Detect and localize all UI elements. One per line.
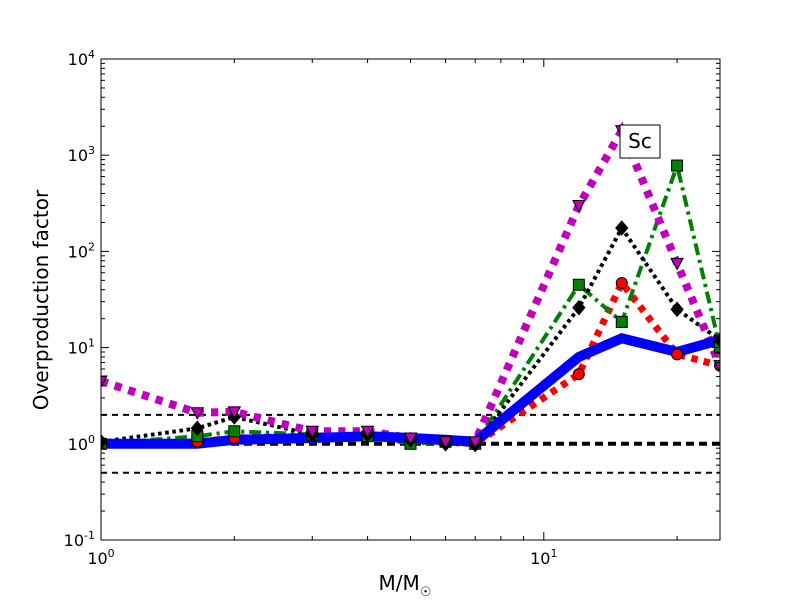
series-1-point-2: [228, 425, 241, 438]
series-2-point-11: [713, 332, 720, 348]
series-2-point-10: [670, 301, 684, 318]
series-0-point-10: [671, 348, 684, 361]
series-3-point-5: [403, 432, 418, 446]
series-2-point-1: [190, 420, 204, 437]
y-tick-label-0: 10-1: [64, 529, 95, 550]
series-2-point-8: [572, 299, 586, 316]
series-3-point-0: [101, 375, 108, 389]
x-axis-label: M/M☉: [379, 571, 432, 600]
series-3-point-4: [360, 425, 375, 439]
series-line-4: [101, 333, 720, 449]
series-2-point-0: [101, 433, 108, 450]
series-2-point-9: [615, 220, 629, 236]
x-tick-label-0: 100: [87, 547, 114, 568]
series-0-point-8: [572, 368, 585, 381]
x-tick-label-1: 101: [530, 547, 557, 568]
series-3-point-2: [227, 406, 242, 419]
series-lines: [101, 121, 720, 449]
y-axis-ticks: 10-1 100 101 102 103 104: [64, 48, 720, 550]
series-1-point-8: [572, 278, 585, 291]
series-3-point-10: [670, 257, 684, 271]
annotation-label: Sc: [628, 129, 652, 153]
series-3-point-6: [438, 436, 453, 449]
y-tick-label-5: 104: [68, 48, 95, 69]
series-3-point-8: [572, 200, 586, 213]
y-tick-label-3: 102: [68, 240, 95, 261]
series-3-point-3: [305, 425, 320, 439]
series-1-point-9: [615, 315, 628, 328]
x-axis-ticks: 100 101: [87, 59, 678, 568]
annotation-box: [619, 124, 661, 159]
y-tick-label-4: 103: [68, 144, 95, 165]
y-tick-label-2: 101: [68, 337, 95, 358]
reference-lines: [101, 413, 720, 474]
y-tick-label-1: 100: [68, 433, 95, 454]
series-3-point-1: [190, 407, 205, 420]
series-1-point-10: [671, 159, 684, 172]
sc-annotation: Sc: [619, 124, 661, 159]
series-3-point-7: [468, 436, 483, 449]
series-0-point-9: [615, 276, 628, 289]
y-axis-label: Overproduction factor: [29, 189, 53, 410]
